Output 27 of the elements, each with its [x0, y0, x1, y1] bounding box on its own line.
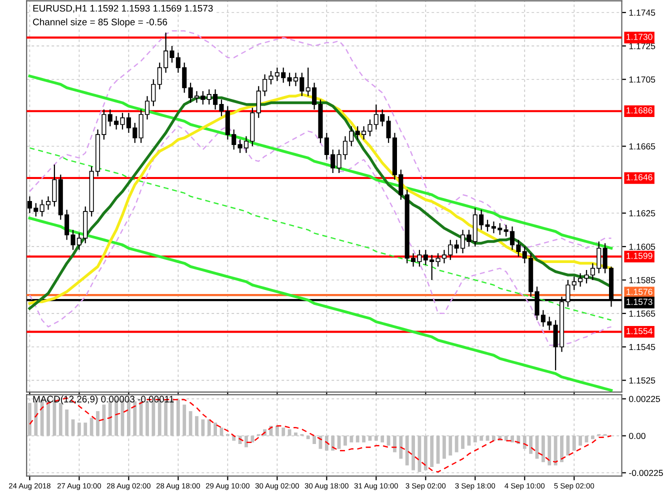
ref-line-label: 1.1573 — [626, 298, 652, 305]
y-tick-label: 1.1605 — [629, 244, 656, 250]
ref-line-label: 1.1646 — [626, 174, 652, 180]
y-tick-label: 1.1525 — [629, 377, 656, 384]
y-tick-label: 1.1545 — [629, 344, 656, 350]
text: Channel size = 85 Slope = -0.56 — [33, 18, 168, 28]
bar — [96, 411, 100, 436]
y-tick-label: 1.1665 — [629, 143, 656, 150]
y-tick-label: 0.00 — [629, 432, 646, 440]
y-tick-label: 1.1625 — [629, 210, 656, 216]
y-tick-label: 1.1565 — [629, 310, 656, 317]
y-tick-label: 1.1725 — [629, 43, 656, 50]
y-tick-label: -0.00225 — [629, 470, 663, 476]
ref-line-label: 1.1599 — [626, 252, 652, 259]
chart-title: EURUSD,H1 1.1592 1.1593 1.1569 1.1573 — [33, 4, 213, 13]
line-series — [29, 147, 612, 321]
bar — [201, 419, 205, 436]
y-tick-label: 0.00225 — [629, 396, 660, 402]
line-series — [29, 126, 612, 346]
ref-line-label: 1.1554 — [626, 328, 652, 334]
y-tick-label: 1.1745 — [629, 10, 656, 16]
y-tick-label: 1.1705 — [629, 76, 656, 83]
ref-line-label: 1.1576 — [626, 288, 652, 295]
ref-line-label: 1.1686 — [626, 107, 652, 114]
line-series — [29, 397, 612, 473]
y-tick-label: 1.1585 — [629, 277, 656, 284]
ref-line-label: 1.1730 — [626, 34, 652, 40]
